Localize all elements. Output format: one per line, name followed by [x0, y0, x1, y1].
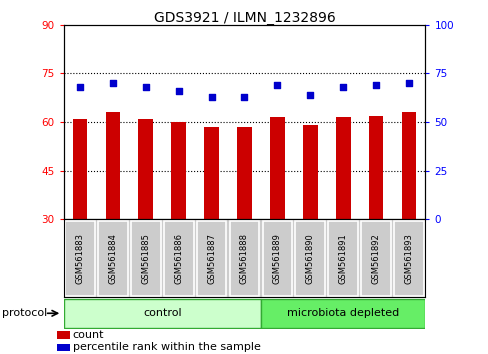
Text: GSM561892: GSM561892 [371, 233, 380, 284]
FancyBboxPatch shape [163, 221, 193, 296]
Point [240, 94, 248, 99]
Point [109, 80, 117, 86]
FancyBboxPatch shape [196, 221, 226, 296]
Text: GSM561883: GSM561883 [75, 233, 84, 284]
Text: count: count [72, 330, 104, 340]
Bar [171, 122, 186, 219]
Text: GSM561889: GSM561889 [272, 233, 281, 284]
FancyBboxPatch shape [361, 221, 390, 296]
Text: GDS3921 / ILMN_1232896: GDS3921 / ILMN_1232896 [153, 11, 335, 25]
FancyBboxPatch shape [229, 221, 259, 296]
Bar [335, 117, 350, 219]
FancyBboxPatch shape [98, 221, 127, 296]
Text: GSM561888: GSM561888 [240, 233, 248, 284]
Bar [105, 113, 120, 219]
FancyBboxPatch shape [131, 221, 160, 296]
Text: GSM561884: GSM561884 [108, 233, 117, 284]
Point [273, 82, 281, 88]
Text: GSM561886: GSM561886 [174, 233, 183, 284]
Point [404, 80, 412, 86]
Point [207, 94, 215, 99]
Text: GSM561887: GSM561887 [207, 233, 216, 284]
FancyBboxPatch shape [393, 221, 423, 296]
Text: protocol: protocol [2, 308, 48, 318]
Bar [204, 127, 219, 219]
Point [306, 92, 314, 98]
FancyBboxPatch shape [262, 221, 292, 296]
Text: percentile rank within the sample: percentile rank within the sample [72, 342, 260, 352]
Text: GSM561891: GSM561891 [338, 233, 347, 284]
Bar [237, 127, 251, 219]
FancyBboxPatch shape [63, 299, 261, 328]
Point [142, 84, 149, 90]
Bar [57, 331, 70, 339]
Point [174, 88, 182, 94]
Point [371, 82, 379, 88]
Bar [269, 117, 284, 219]
Point [339, 84, 346, 90]
Bar [302, 125, 317, 219]
Text: GSM561885: GSM561885 [141, 233, 150, 284]
Bar [57, 344, 70, 351]
Text: GSM561893: GSM561893 [404, 233, 413, 284]
Text: GSM561890: GSM561890 [305, 233, 314, 284]
Bar [138, 119, 153, 219]
FancyBboxPatch shape [261, 299, 425, 328]
Text: control: control [142, 308, 181, 318]
Bar [72, 119, 87, 219]
Bar [401, 113, 415, 219]
FancyBboxPatch shape [328, 221, 357, 296]
Text: microbiota depleted: microbiota depleted [286, 308, 399, 318]
FancyBboxPatch shape [65, 221, 95, 296]
Bar [368, 116, 383, 219]
FancyBboxPatch shape [295, 221, 325, 296]
Point [76, 84, 84, 90]
